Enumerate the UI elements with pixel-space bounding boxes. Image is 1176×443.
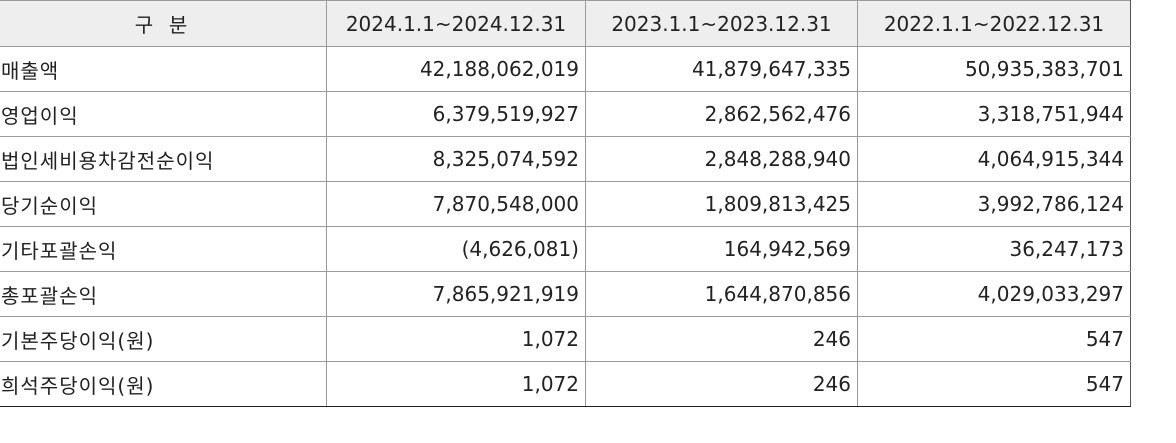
cell-2022: 50,935,383,701 (857, 46, 1131, 92)
cell-2022: 36,247,173 (857, 226, 1131, 272)
table-row: 기본주당이익(원) 1,072 246 547 (0, 316, 1131, 362)
row-label: 영업이익 (0, 91, 327, 137)
cell-2022: 547 (857, 361, 1131, 407)
cell-2022: 547 (857, 316, 1131, 362)
cell-2024: 8,325,074,592 (326, 136, 586, 182)
header-period-2022: 2022.1.1~2022.12.31 (857, 0, 1131, 47)
table-row: 영업이익 6,379,519,927 2,862,562,476 3,318,7… (0, 91, 1131, 137)
table-row: 희석주당이익(원) 1,072 246 547 (0, 361, 1131, 407)
cell-2024: 1,072 (326, 316, 586, 362)
table-row: 총포괄손익 7,865,921,919 1,644,870,856 4,029,… (0, 271, 1131, 317)
cell-2023: 1,809,813,425 (585, 181, 858, 227)
cell-2024: 7,865,921,919 (326, 271, 586, 317)
cell-2022: 3,992,786,124 (857, 181, 1131, 227)
header-category: 구 분 (0, 0, 327, 47)
table-row: 법인세비용차감전순이익 8,325,074,592 2,848,288,940 … (0, 136, 1131, 182)
cell-2022: 4,029,033,297 (857, 271, 1131, 317)
cell-2024: (4,626,081) (326, 226, 586, 272)
table-row: 당기순이익 7,870,548,000 1,809,813,425 3,992,… (0, 181, 1131, 227)
header-row: 구 분 2024.1.1~2024.12.31 2023.1.1~2023.12… (0, 0, 1131, 47)
table-row: 기타포괄손익 (4,626,081) 164,942,569 36,247,17… (0, 226, 1131, 272)
cell-2023: 2,848,288,940 (585, 136, 858, 182)
row-label: 총포괄손익 (0, 271, 327, 317)
cell-2023: 246 (585, 361, 858, 407)
cell-2023: 246 (585, 316, 858, 362)
header-period-2023: 2023.1.1~2023.12.31 (585, 0, 858, 47)
cell-2023: 164,942,569 (585, 226, 858, 272)
cell-2022: 4,064,915,344 (857, 136, 1131, 182)
row-label: 기본주당이익(원) (0, 316, 327, 362)
cell-2022: 3,318,751,944 (857, 91, 1131, 137)
cell-2024: 42,188,062,019 (326, 46, 586, 92)
row-label: 매출액 (0, 46, 327, 92)
cell-2023: 1,644,870,856 (585, 271, 858, 317)
cell-2024: 7,870,548,000 (326, 181, 586, 227)
financial-summary-table: 구 분 2024.1.1~2024.12.31 2023.1.1~2023.12… (0, 0, 1131, 407)
table-row: 매출액 42,188,062,019 41,879,647,335 50,935… (0, 46, 1131, 92)
row-label: 당기순이익 (0, 181, 327, 227)
table-body: 매출액 42,188,062,019 41,879,647,335 50,935… (0, 46, 1131, 407)
table-header: 구 분 2024.1.1~2024.12.31 2023.1.1~2023.12… (0, 0, 1131, 47)
row-label: 기타포괄손익 (0, 226, 327, 272)
cell-2024: 1,072 (326, 361, 586, 407)
cell-2023: 41,879,647,335 (585, 46, 858, 92)
row-label: 희석주당이익(원) (0, 361, 327, 407)
cell-2024: 6,379,519,927 (326, 91, 586, 137)
row-label: 법인세비용차감전순이익 (0, 136, 327, 182)
header-period-2024: 2024.1.1~2024.12.31 (326, 0, 586, 47)
cell-2023: 2,862,562,476 (585, 91, 858, 137)
